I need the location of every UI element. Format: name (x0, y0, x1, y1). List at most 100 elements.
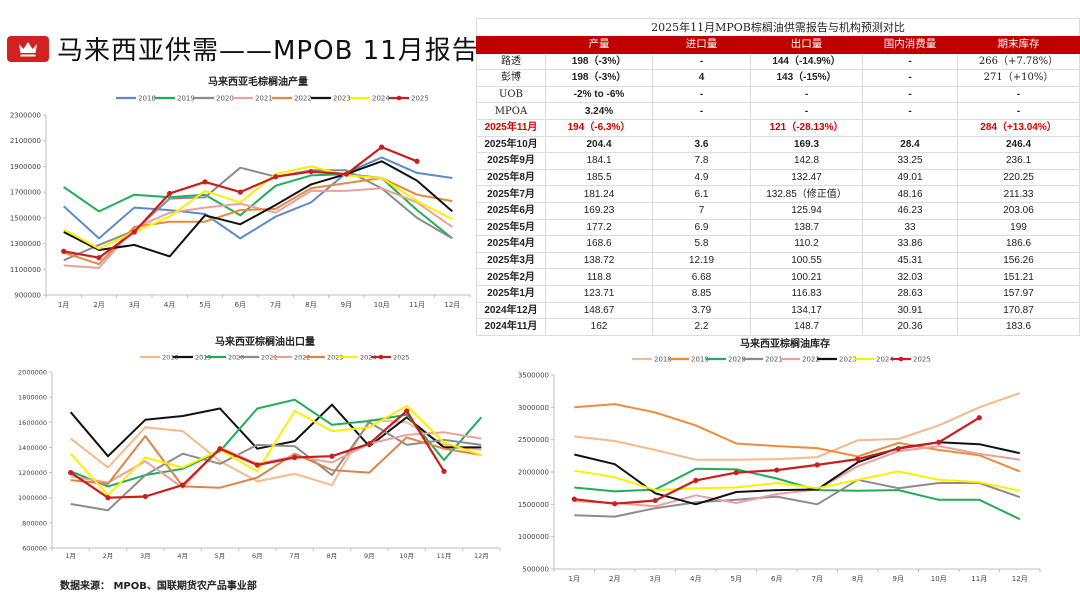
x-tick-label: 8月 (305, 301, 316, 309)
x-tick-label: 6月 (771, 575, 782, 583)
table-cell: 3.24% (546, 103, 653, 120)
legend-label: 2025 (411, 95, 429, 103)
data-point (202, 179, 207, 184)
table-cell: 266（+7.78%） (958, 53, 1080, 70)
data-point (379, 145, 384, 150)
row-label: 路透 (477, 53, 546, 70)
table-cell: 8.85 (653, 285, 751, 302)
table-cell: 7.8 (653, 153, 751, 170)
table-cell: 194（-6.3%） (546, 119, 653, 136)
y-tick-label: 900000 (14, 292, 41, 300)
table-cell: 46.23 (863, 202, 958, 219)
row-label: 2025年8月 (477, 169, 546, 186)
row-label: 彭博 (477, 70, 546, 87)
row-label: 2025年9月 (477, 153, 546, 170)
x-tick-label: 9月 (893, 575, 904, 583)
series-line (574, 446, 1020, 506)
series-line (64, 178, 453, 264)
table-cell: 284（+13.04%） (958, 119, 1080, 136)
legend-label: 2023 (333, 95, 351, 103)
table-cell: 185.5 (546, 169, 653, 186)
table-cell: 220.25 (958, 169, 1080, 186)
legend-item: 2023 (305, 354, 344, 362)
x-tick-label: 5月 (215, 552, 226, 560)
data-point (855, 456, 860, 461)
y-tick-label: 500000 (522, 566, 549, 574)
data-point (61, 249, 66, 254)
table-cell (863, 119, 958, 136)
legend-item: 2022 (272, 95, 312, 103)
y-tick-label: 1300000 (10, 240, 41, 248)
table-cell: 138.72 (546, 252, 653, 269)
table-cell: 144（-14.9%） (751, 53, 863, 70)
table-cell: 168.6 (546, 236, 653, 253)
data-point (815, 462, 820, 467)
table-cell: 116.83 (751, 285, 863, 302)
legend-item: 2023 (311, 95, 351, 103)
table-cell: 32.03 (863, 269, 958, 286)
row-label: UOB (477, 86, 546, 103)
series-2019 (574, 404, 1020, 471)
table-cell: 33.25 (863, 153, 958, 170)
source-note: 数据来源： MPOB、国联期货农产品事业部 (60, 577, 257, 592)
x-tick-label: 12月 (1012, 575, 1028, 583)
legend-item: 2020 (206, 354, 245, 362)
data-point (404, 408, 409, 413)
legend-label: 2021 (255, 95, 273, 103)
table-cell: 125.94 (751, 202, 863, 219)
data-point (774, 467, 779, 472)
table-cell: 33.86 (863, 236, 958, 253)
table-cell: - (863, 103, 958, 120)
legend-item: 2024 (338, 354, 377, 362)
data-point (414, 159, 419, 164)
data-point (344, 172, 349, 177)
table-cell: 246.4 (958, 136, 1080, 153)
chart-title: 马来西亚毛棕榈油产量 (208, 73, 308, 88)
data-point (367, 441, 372, 446)
data-point (273, 174, 278, 179)
table-cell: 199 (958, 219, 1080, 236)
table-cell: 143（-15%） (751, 70, 863, 87)
x-tick-label: 11月 (971, 575, 987, 583)
table-cell: -2% to -6% (546, 86, 653, 103)
legend-item: 2023 (817, 356, 857, 364)
forecast-row: UOB-2% to -6%---- (477, 86, 1080, 103)
y-tick-label: 1000000 (18, 494, 47, 502)
table-cell: 186.6 (958, 236, 1080, 253)
data-point (292, 455, 297, 460)
x-tick-label: 7月 (270, 301, 281, 309)
legend-item: 2019 (155, 95, 195, 103)
x-tick-label: 9月 (364, 552, 375, 560)
row-label: 2025年11月 (477, 119, 546, 136)
legend-label: 2019 (177, 95, 195, 103)
x-tick-label: 3月 (129, 301, 140, 309)
y-tick-label: 1400000 (18, 444, 47, 452)
table-cell: - (863, 86, 958, 103)
legend-item: 2021 (239, 354, 278, 362)
table-cell: 156.26 (958, 252, 1080, 269)
data-point (612, 501, 617, 506)
axes: 5000001000000150000020000002500000300000… (518, 372, 1040, 584)
table-cell: 184.1 (546, 153, 653, 170)
x-tick-label: 4月 (177, 552, 188, 560)
data-point (693, 478, 698, 483)
table-cell: 6.68 (653, 269, 751, 286)
y-tick-label: 3500000 (518, 372, 549, 380)
series-2024 (71, 406, 482, 495)
table-cell: 121（-28.13%） (751, 119, 863, 136)
row-label: 2025年1月 (477, 285, 546, 302)
legend-item: 2020 (706, 356, 746, 364)
legend-item: 2022 (780, 356, 820, 364)
table-cell: 148.67 (546, 302, 653, 319)
x-tick-label: 2月 (93, 301, 104, 309)
